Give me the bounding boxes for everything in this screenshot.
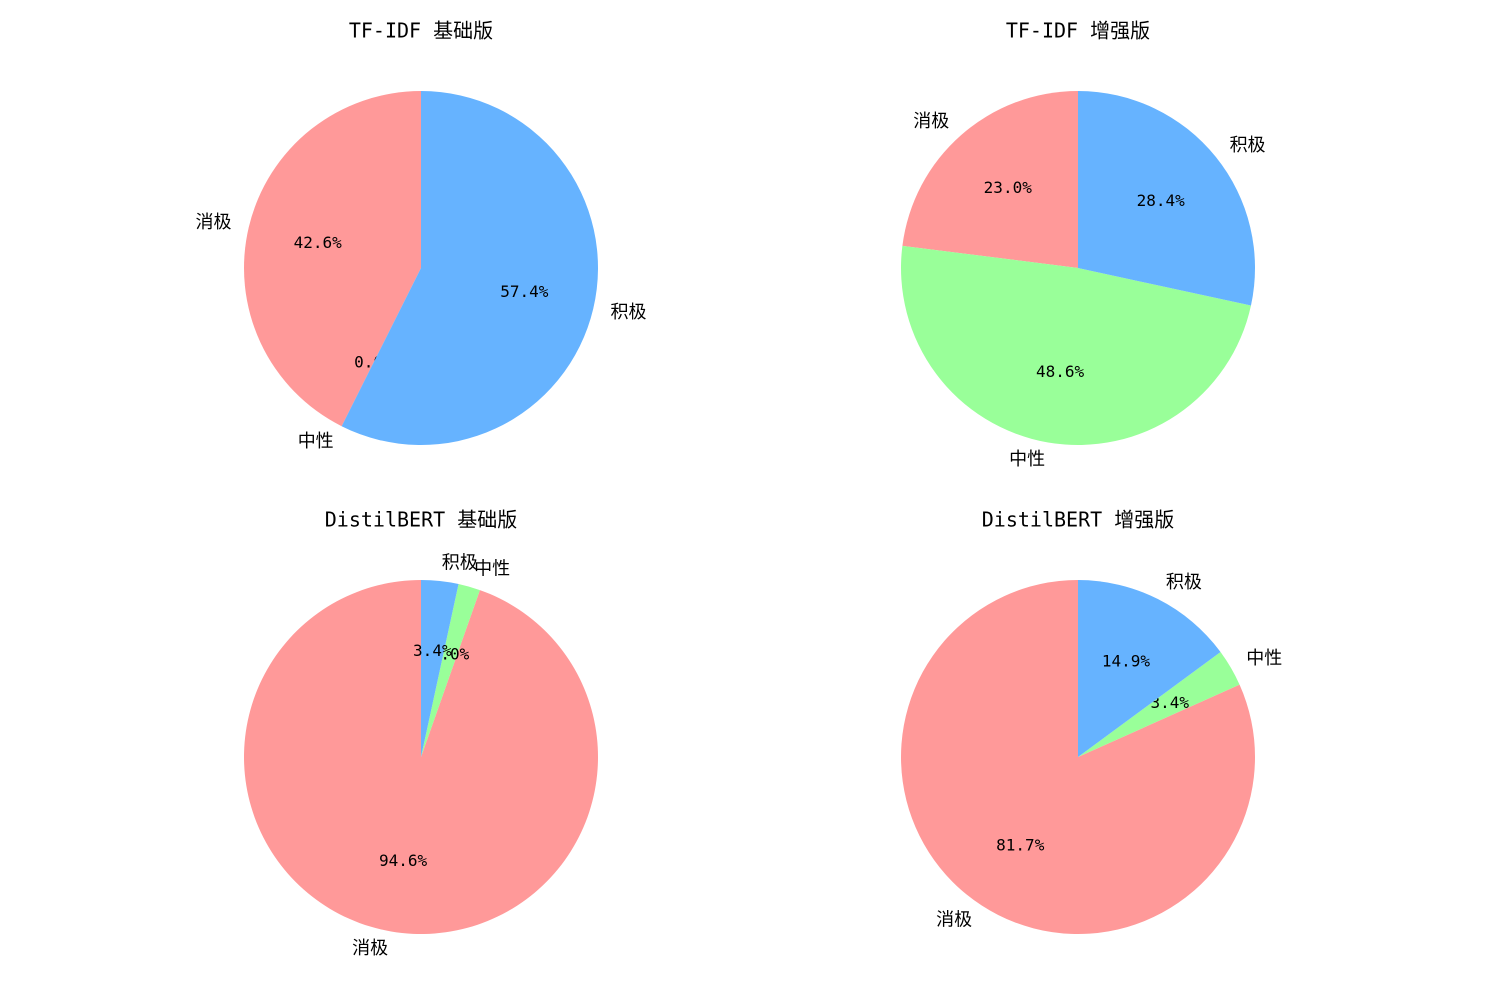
- chart-title: TF-IDF 基础版: [349, 19, 493, 43]
- pie-slice-3: [1078, 580, 1221, 757]
- slice-category-label: 消极: [196, 212, 232, 233]
- slice-percent-label: 23.0%: [984, 178, 1033, 197]
- slice-category-label: 中性: [1246, 648, 1282, 669]
- pie-slice-1: [244, 580, 599, 934]
- slice-category-label: 消极: [352, 938, 388, 959]
- slice-percent-label: 14.9%: [1102, 652, 1151, 671]
- slice-category-label: 消极: [936, 909, 972, 930]
- slice-percent-label: 48.6%: [1036, 362, 1085, 381]
- chart-title: DistilBERT 基础版: [325, 508, 517, 532]
- slice-percent-label: 81.7%: [996, 836, 1045, 855]
- pie-slice-3: [341, 90, 599, 445]
- pie-slice-3: [421, 580, 459, 757]
- pie-slice-1: [244, 91, 421, 427]
- chart-title: DistilBERT 增强版: [982, 508, 1174, 532]
- pie-slice-1: [902, 91, 1078, 268]
- slice-category-label: 积极: [1166, 572, 1202, 593]
- slice-percent-label: 3.4%: [1150, 693, 1189, 712]
- slice-percent-label: 28.4%: [1137, 191, 1186, 210]
- pie-slice-3: [1078, 91, 1256, 306]
- slice-percent-label: 3.4%: [413, 641, 452, 660]
- slice-category-label: 积极: [610, 302, 646, 323]
- slice-percent-label: 42.6%: [294, 233, 343, 252]
- pie-slice-2: [1078, 652, 1240, 757]
- pie-slice-1: [901, 580, 1256, 934]
- slice-percent-label: 57.4%: [500, 282, 549, 301]
- slice-category-label: 积极: [442, 552, 478, 573]
- slice-category-label: 中性: [298, 431, 334, 452]
- chart-title: TF-IDF 增强版: [1006, 19, 1150, 43]
- slice-category-label: 中性: [1009, 449, 1045, 470]
- pie-slice-2: [421, 584, 480, 757]
- slice-category-label: 积极: [1230, 135, 1266, 156]
- slice-category-label: 中性: [474, 559, 510, 580]
- pie-slice-2: [901, 245, 1251, 445]
- slice-percent-label: 94.6%: [379, 851, 428, 870]
- slice-category-label: 消极: [913, 111, 949, 132]
